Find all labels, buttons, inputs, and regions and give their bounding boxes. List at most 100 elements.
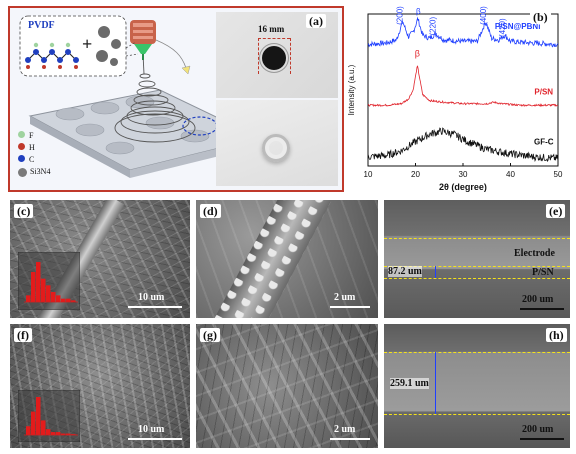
thickness-label: 259.1 um bbox=[390, 378, 429, 389]
diameter-histogram bbox=[18, 390, 80, 442]
dimension-bracket-right bbox=[290, 38, 291, 74]
series-name-label: P/SN bbox=[534, 88, 553, 97]
scale-bar bbox=[128, 306, 182, 308]
thickness-arrow bbox=[435, 352, 436, 414]
scale-label: 200 um bbox=[522, 294, 554, 305]
panel-label-b: (b) bbox=[530, 10, 551, 24]
plot-frame bbox=[367, 13, 559, 167]
dashed-line-bottom bbox=[384, 278, 570, 279]
dimension-label: 16 mm bbox=[258, 24, 285, 34]
series-line bbox=[367, 16, 559, 48]
x-tick-label: 10 bbox=[364, 170, 373, 179]
peak-label: β bbox=[416, 7, 421, 16]
series-line bbox=[367, 65, 559, 108]
dashed-line-top bbox=[384, 352, 570, 353]
legend-dot-icon bbox=[18, 155, 25, 162]
x-tick-label: 40 bbox=[506, 170, 515, 179]
scale-bar bbox=[330, 306, 370, 308]
series-name-label: P/SN@PBNi bbox=[495, 22, 541, 31]
histogram-bar bbox=[51, 292, 56, 302]
histogram-bar bbox=[41, 420, 46, 435]
separator-photo-bottom bbox=[216, 100, 338, 186]
legend-item-f: F bbox=[18, 130, 50, 142]
scale-bar bbox=[520, 308, 564, 310]
sem-panel-h: 259.1 um 200 um (h) bbox=[384, 324, 570, 448]
electrode-label: Electrode bbox=[514, 248, 555, 259]
histogram-bar bbox=[56, 432, 61, 435]
legend-dot-icon bbox=[18, 131, 25, 138]
legend-item-c: C bbox=[18, 154, 50, 166]
histogram-bar bbox=[61, 433, 66, 435]
scale-label: 2 um bbox=[334, 292, 356, 303]
xrd-chart: 10 20 30 40 50 2θ (degree) Intensity (a.u.) P/S… bbox=[347, 6, 563, 192]
panel-label-d: (d) bbox=[200, 204, 221, 218]
histogram-bar bbox=[26, 295, 31, 302]
scale-bar bbox=[520, 438, 564, 440]
legend-dot-icon bbox=[18, 143, 25, 150]
scale-label: 10 um bbox=[138, 424, 165, 435]
film-label: P/SN bbox=[532, 267, 554, 278]
dimension-bracket-left bbox=[258, 38, 259, 74]
thickness-arrow bbox=[435, 266, 436, 278]
peak-label: (220) bbox=[428, 16, 437, 35]
sem-panel-c: 10 um (c) bbox=[10, 200, 190, 318]
beta-peak-label: β bbox=[415, 49, 420, 59]
panel-label-a: (a) bbox=[306, 14, 326, 28]
peak-label: (400) bbox=[479, 6, 488, 25]
sem-panel-g: 2 um (g) bbox=[196, 324, 378, 448]
scale-label: 10 um bbox=[138, 292, 165, 303]
separator-disc bbox=[262, 46, 286, 70]
y-axis-label: Intensity (a.u.) bbox=[347, 64, 356, 115]
histogram-bar bbox=[51, 432, 56, 435]
panel-b: 10 20 30 40 50 2θ (degree) Intensity (a.u.) P/S… bbox=[344, 4, 572, 200]
pvdf-label: PVDF bbox=[28, 20, 55, 31]
dashed-line-bottom bbox=[384, 414, 570, 415]
x-axis-label: 2θ (degree) bbox=[439, 182, 487, 192]
thickness-label: 87.2 um bbox=[388, 266, 422, 277]
panel-a: PVDF + F H C Si3N4 16 mm (a) bbox=[8, 6, 344, 192]
histogram-bar bbox=[41, 278, 46, 302]
histogram-bar bbox=[66, 433, 71, 435]
panel-label-g: (g) bbox=[200, 328, 220, 342]
crimped-separator bbox=[262, 134, 290, 162]
panel-label-f: (f) bbox=[14, 328, 32, 342]
x-tick-label: 20 bbox=[411, 170, 420, 179]
histogram-bar bbox=[31, 272, 36, 302]
dashed-line-top bbox=[384, 238, 570, 239]
scale-label: 200 um bbox=[522, 424, 554, 435]
legend-dot-icon bbox=[18, 167, 27, 177]
scale-bar bbox=[330, 438, 370, 440]
histogram-bar bbox=[61, 298, 66, 302]
legend-item-h: H bbox=[18, 142, 50, 154]
dimension-line bbox=[258, 38, 290, 39]
peak-label: (200) bbox=[396, 6, 405, 25]
sem-panel-d: 2 um (d) bbox=[196, 200, 378, 318]
diameter-histogram bbox=[18, 252, 80, 310]
series-name-label: GF-C bbox=[534, 138, 554, 147]
dashed-line-middle bbox=[384, 266, 570, 267]
decorated-fiber bbox=[208, 200, 332, 318]
histogram-bar bbox=[36, 397, 41, 435]
scale-label: 2 um bbox=[334, 424, 356, 435]
scale-bar bbox=[128, 438, 182, 440]
sem-panel-e: Electrode P/SN 87.2 um 200 um (e) bbox=[384, 200, 570, 318]
histogram-bar bbox=[66, 298, 71, 302]
histogram-bar bbox=[26, 426, 31, 435]
histogram-bar bbox=[46, 285, 51, 302]
electrospinning-schematic bbox=[19, 15, 266, 178]
histogram-bar bbox=[56, 295, 61, 302]
panel-label-c: (c) bbox=[14, 204, 34, 218]
x-tick-label: 50 bbox=[554, 170, 563, 179]
histogram-bar bbox=[31, 411, 36, 435]
histogram-bar bbox=[71, 300, 76, 302]
sem-panel-f: 10 um (f) bbox=[10, 324, 190, 448]
panel-label-e: (e) bbox=[546, 204, 566, 218]
panel-label-h: (h) bbox=[546, 328, 567, 342]
histogram-bar bbox=[46, 429, 51, 435]
histogram-bar bbox=[36, 262, 41, 302]
x-tick-label: 30 bbox=[459, 170, 468, 179]
element-legend: F H C Si3N4 bbox=[18, 130, 50, 178]
histogram-bar bbox=[71, 434, 76, 435]
plus-sign: + bbox=[82, 34, 93, 54]
series-line bbox=[367, 127, 559, 163]
